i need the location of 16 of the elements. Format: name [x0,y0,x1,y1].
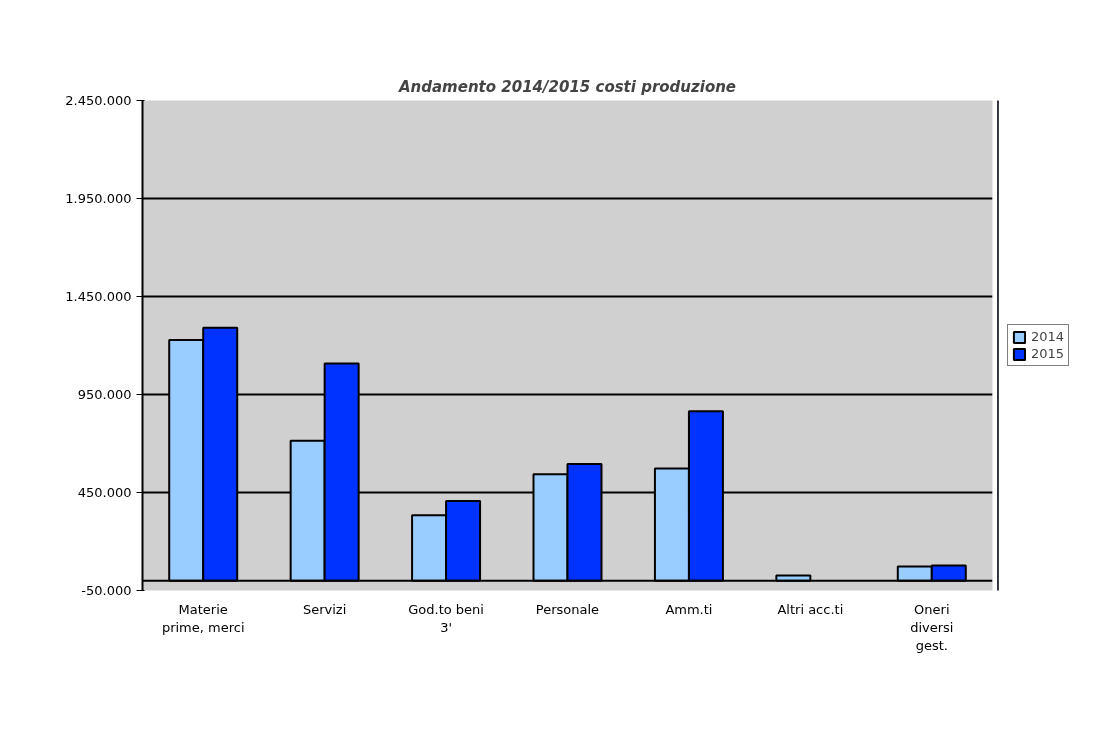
y-tick-label: 2.450.000 [65,93,132,108]
chart-title: Andamento 2014/2015 costi produzione [397,77,737,96]
y-tick-label: 1.950.000 [65,191,132,206]
x-tick-label: Altri acc.ti [777,601,844,617]
x-tick-label: Servizi [302,601,347,617]
legend-label: 2014 [1031,329,1065,344]
legend-label: 2015 [1031,346,1065,361]
x-tick-label: Oneri diversi gest. [910,601,954,653]
y-tick-label: 450.000 [77,485,132,500]
y-tick-label: 950.000 [77,387,132,402]
y-tick-label: 1.450.000 [65,289,132,304]
x-tick-label: Materie prime, merci [161,601,245,635]
y-tick-label: -50.000 [81,583,132,598]
x-tick-label: God.to beni 3' [408,601,484,635]
x-tick-label: Personale [535,601,600,617]
x-tick-label: Amm.ti [665,601,713,617]
